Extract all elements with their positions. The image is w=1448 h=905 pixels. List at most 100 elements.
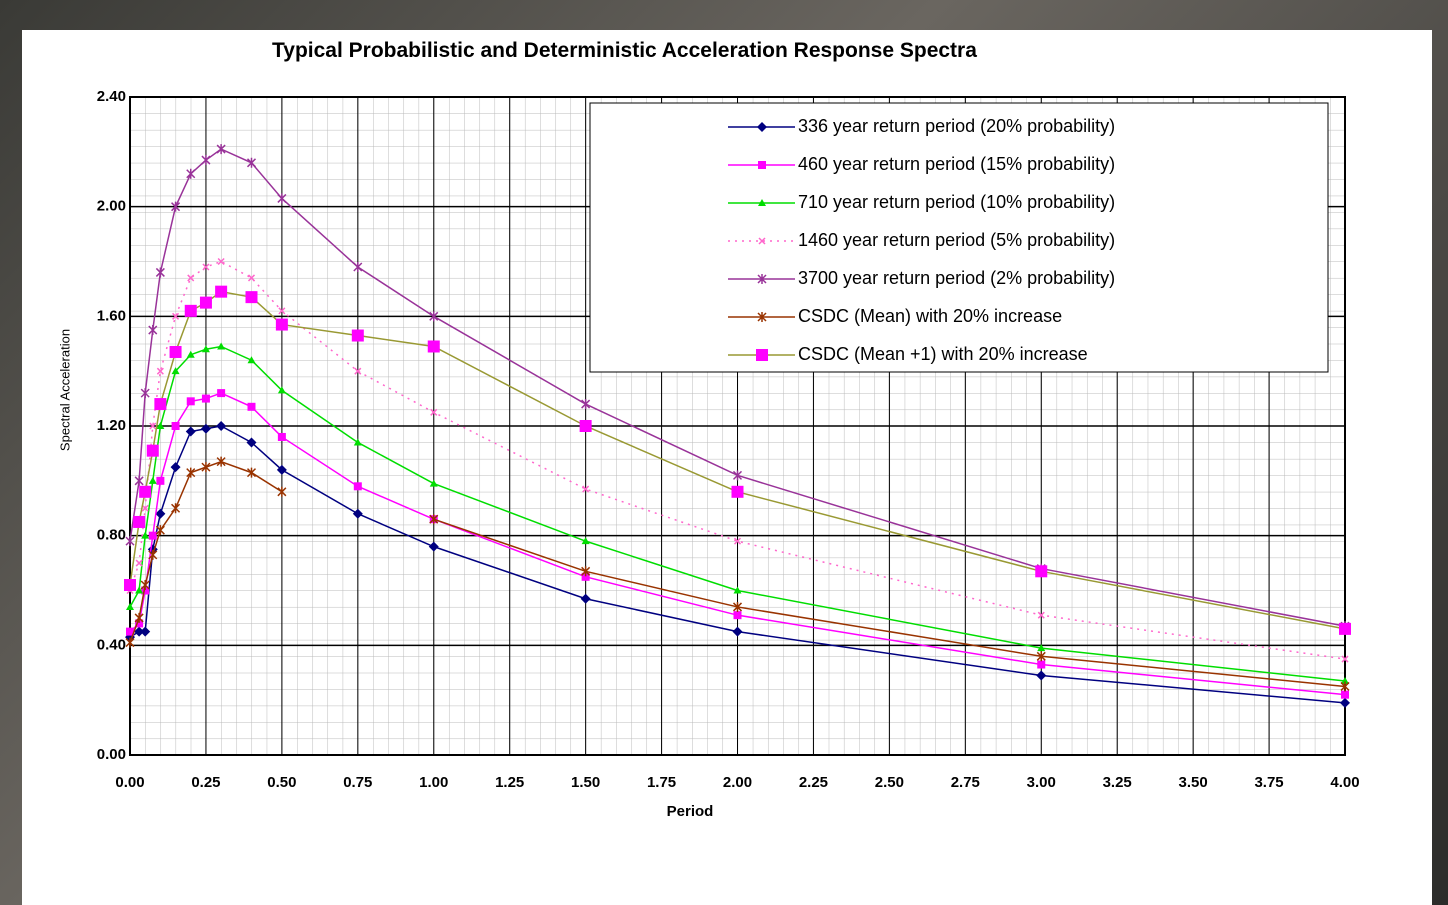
- data-point: [1339, 622, 1351, 635]
- data-point: [185, 426, 196, 437]
- data-point: [1035, 565, 1048, 578]
- data-point: [216, 144, 226, 155]
- data-point: [277, 386, 286, 394]
- data-point: [155, 267, 165, 278]
- data-point: [141, 504, 149, 512]
- data-point: [352, 508, 363, 519]
- data-point: [135, 559, 143, 567]
- data-point: [247, 274, 256, 282]
- data-point: [124, 579, 136, 592]
- x-tick-label: 3.00: [1027, 774, 1056, 791]
- data-point: [1037, 611, 1045, 619]
- legend-box: [589, 102, 1329, 373]
- y-tick-label: 1.60: [97, 307, 126, 324]
- y-axis-label: Spectral Acceleration: [57, 329, 72, 451]
- legend-label: CSDC (Mean +1) with 20% increase: [798, 344, 1088, 364]
- data-point: [215, 285, 228, 298]
- data-point: [429, 311, 439, 322]
- data-point: [247, 356, 256, 364]
- x-tick-label: 0.50: [267, 774, 296, 791]
- data-point: [186, 350, 195, 358]
- data-point: [1341, 676, 1349, 684]
- data-point: [582, 485, 590, 493]
- data-point: [353, 438, 362, 446]
- data-point: [1340, 697, 1350, 708]
- data-point: [135, 586, 144, 594]
- data-point: [156, 422, 165, 429]
- data-point: [581, 537, 590, 545]
- data-point: [581, 566, 591, 577]
- legend-label: 3700 year return period (2% probability): [798, 268, 1115, 288]
- data-point: [125, 536, 135, 547]
- data-point: [140, 580, 150, 591]
- chart-title: Typical Probabilistic and Deterministic …: [272, 39, 977, 62]
- data-point: [186, 467, 196, 478]
- data-point: [217, 257, 225, 266]
- data-point: [201, 345, 210, 353]
- data-point: [148, 549, 158, 560]
- data-point: [134, 612, 144, 623]
- data-point: [277, 193, 287, 204]
- data-point: [216, 421, 227, 431]
- data-point: [139, 485, 152, 498]
- legend-marker: [757, 122, 767, 132]
- legend-label: CSDC (Mean) with 20% increase: [798, 306, 1062, 326]
- data-point: [430, 408, 438, 416]
- x-tick-label: 1.00: [419, 774, 448, 791]
- data-point: [353, 261, 363, 272]
- x-tick-label: 2.25: [799, 774, 828, 791]
- data-point: [246, 467, 257, 478]
- x-tick-label: 2.75: [951, 774, 980, 791]
- y-tick-label: 2.40: [97, 88, 126, 105]
- data-point: [201, 462, 211, 473]
- data-point: [149, 422, 157, 430]
- x-tick-label: 4.00: [1330, 774, 1359, 791]
- data-point: [148, 325, 158, 336]
- legend-label: 710 year return period (10% probability): [798, 192, 1115, 212]
- data-point: [169, 345, 182, 358]
- data-point: [277, 486, 287, 497]
- data-point: [427, 340, 440, 353]
- x-tick-label: 2.50: [875, 774, 904, 791]
- data-point: [247, 402, 256, 411]
- data-point: [140, 388, 150, 399]
- data-point: [1037, 660, 1046, 669]
- legend-marker: [758, 161, 766, 169]
- data-point: [156, 476, 165, 485]
- x-tick-label: 3.50: [1179, 774, 1208, 791]
- x-tick-label: 0.75: [343, 774, 372, 791]
- data-point: [276, 464, 287, 475]
- legend-marker: [758, 199, 766, 206]
- data-point: [148, 476, 157, 484]
- x-tick-label: 1.75: [647, 774, 676, 791]
- legend-marker: [757, 274, 767, 284]
- data-point: [184, 304, 197, 317]
- x-tick-label: 0.00: [115, 774, 144, 791]
- data-point: [126, 602, 134, 610]
- data-point: [202, 263, 210, 271]
- data-point: [1341, 690, 1349, 699]
- data-point: [155, 508, 166, 519]
- data-point: [1036, 670, 1047, 681]
- data-point: [217, 389, 226, 398]
- x-tick-label: 1.25: [495, 774, 524, 791]
- data-point: [133, 515, 146, 528]
- legend-marker: [756, 349, 768, 361]
- data-point: [201, 155, 211, 166]
- data-point: [146, 444, 159, 457]
- data-point: [278, 307, 286, 315]
- x-axis-label: Period: [667, 803, 714, 820]
- data-point: [354, 367, 362, 375]
- data-point: [171, 201, 181, 212]
- data-point: [1036, 651, 1046, 662]
- data-point: [187, 274, 195, 282]
- x-tick-label: 3.75: [1254, 774, 1283, 791]
- data-point: [140, 626, 151, 637]
- data-point: [733, 611, 742, 620]
- x-tick-label: 2.00: [723, 774, 752, 791]
- x-tick-label: 3.25: [1103, 774, 1132, 791]
- data-point: [731, 485, 744, 498]
- data-point: [155, 525, 165, 536]
- data-point: [732, 601, 743, 612]
